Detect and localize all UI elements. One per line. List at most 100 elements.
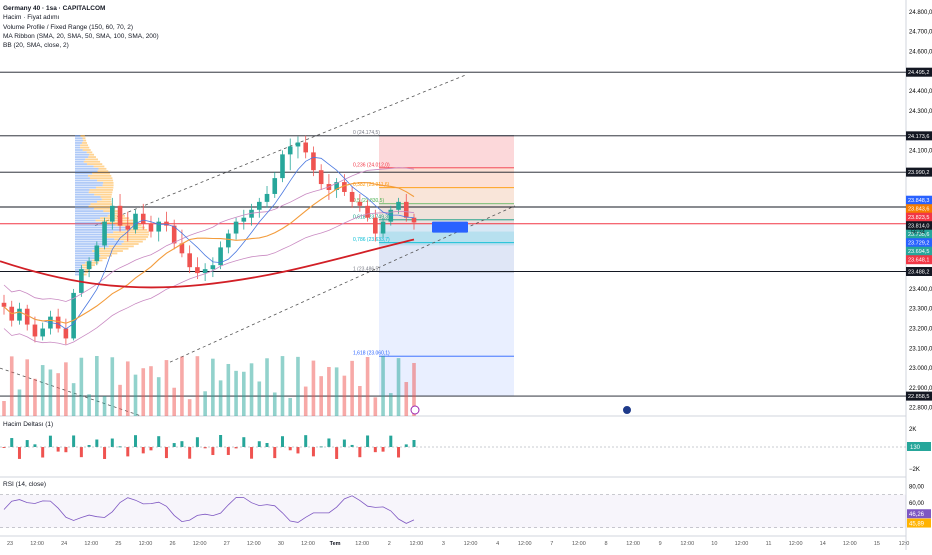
price-tick-1: 24.700,0 <box>909 30 932 36</box>
delta-bar <box>17 447 21 459</box>
candle-body <box>264 193 270 202</box>
volume-bar <box>195 356 200 416</box>
candle-body <box>357 201 363 206</box>
time-label-7: 12:00 <box>193 541 207 547</box>
candle-body <box>403 201 409 218</box>
volume-bar <box>365 356 370 416</box>
time-label-20: 7 <box>550 541 553 547</box>
profile-down-bar <box>82 149 91 151</box>
delta-bar <box>56 447 60 452</box>
price-badge-6 <box>906 221 932 231</box>
volume-bar <box>95 356 99 416</box>
candle-body <box>202 269 208 274</box>
profile-down-bar <box>85 158 98 161</box>
volume-bar <box>9 356 14 416</box>
volume-bar <box>187 399 192 416</box>
candle-body <box>17 308 22 321</box>
profile-down-bar <box>100 217 130 220</box>
volume-bar <box>48 369 53 416</box>
time-label-21: 12:00 <box>572 541 586 547</box>
profile-up-bar <box>75 243 122 245</box>
profile-down-bar <box>100 196 112 198</box>
rsi-pane-label[interactable]: RSI (14, close) <box>3 481 46 488</box>
profile-down-bar <box>123 240 143 243</box>
time-label-14: 2 <box>388 541 391 547</box>
profile-up-bar <box>75 219 96 222</box>
profile-up-bar <box>75 163 88 165</box>
legend-bollinger[interactable]: BB (20, SMA, close, 2) <box>3 42 69 50</box>
legend-volume-profile[interactable]: Volume Profile / Fixed Range (150, 60, 7… <box>3 23 134 31</box>
volume-bar <box>125 361 130 416</box>
volume-bar <box>272 392 277 416</box>
profile-up-bar <box>75 257 99 259</box>
fib-band-2 <box>379 187 514 204</box>
volume-bar <box>342 375 347 416</box>
fib-label-7: 1,618 (23.060,1) <box>353 351 390 357</box>
profile-up-bar <box>75 151 87 154</box>
candle-body <box>1 302 7 307</box>
volume-bar <box>211 358 215 416</box>
price-tick-10: 23.100,0 <box>909 346 932 352</box>
volume-bar <box>17 389 22 416</box>
volume-bar <box>234 370 238 416</box>
price-badge-3 <box>906 195 932 205</box>
fib-band-3 <box>379 203 514 220</box>
profile-down-bar <box>96 200 112 203</box>
delta-bar <box>134 435 138 447</box>
candle-body <box>133 213 138 230</box>
delta-bar <box>242 437 246 447</box>
delta-bar <box>64 447 68 453</box>
price-tick-2: 24.600,0 <box>909 49 932 55</box>
volume-bar <box>40 365 45 416</box>
position-entry-marker <box>432 221 468 233</box>
candle-body <box>55 316 61 329</box>
candle-body <box>256 201 262 210</box>
profile-down-bar <box>84 268 90 271</box>
delta-bar <box>257 441 261 447</box>
profile-up-bar <box>75 189 90 191</box>
profile-down-bar <box>89 153 95 156</box>
delta-pane-label[interactable]: Hacim Deltası (1) <box>3 421 54 428</box>
profile-down-bar <box>88 191 113 194</box>
volume-bar <box>79 357 84 416</box>
profile-up-bar <box>75 264 83 267</box>
volume-bar <box>118 384 122 416</box>
candle-body <box>272 178 278 194</box>
alert-icon <box>410 405 420 415</box>
volume-bar <box>64 362 68 416</box>
profile-up-bar <box>75 196 101 198</box>
fib-band-5 <box>379 242 514 272</box>
profile-down-bar <box>81 142 88 144</box>
candle-body <box>388 209 394 222</box>
channel-lower-prev <box>0 367 141 416</box>
profile-up-bar <box>75 240 124 243</box>
profile-down-bar <box>89 177 113 180</box>
profile-up-bar <box>75 167 99 170</box>
delta-last-label: 130 <box>910 445 921 451</box>
delta-bar <box>335 447 339 459</box>
profile-up-bar <box>75 254 101 257</box>
profile-up-bar <box>75 203 91 205</box>
rsi-line <box>3 495 415 524</box>
profile-up-bar <box>75 250 93 252</box>
delta-bar <box>157 436 161 447</box>
delta-bar <box>381 447 385 452</box>
time-label-29: 12:00 <box>789 541 803 547</box>
legend-ma-ribbon[interactable]: MA Ribbon (SMA, 20, SMA, 50, SMA, 100, S… <box>3 32 159 40</box>
legend-volume[interactable]: Hacim · Fiyat adımı <box>3 14 60 22</box>
profile-down-bar <box>80 146 90 149</box>
candle-body <box>187 253 192 268</box>
candle-body <box>32 324 38 337</box>
time-label-28: 11 <box>766 541 772 547</box>
delta-bar <box>79 447 83 458</box>
volume-bar <box>102 396 107 416</box>
price-badge-12 <box>906 391 932 401</box>
legend-symbol[interactable]: Germany 40 · 1sa · CAPITALCOM <box>3 5 106 12</box>
profile-up-bar <box>75 191 89 194</box>
profile-up-bar <box>75 221 102 224</box>
price-badge-label-6: 23.814,0 <box>908 224 929 230</box>
delta-bar <box>311 447 315 457</box>
delta-bar <box>389 435 393 447</box>
profile-up-bar <box>75 252 97 255</box>
